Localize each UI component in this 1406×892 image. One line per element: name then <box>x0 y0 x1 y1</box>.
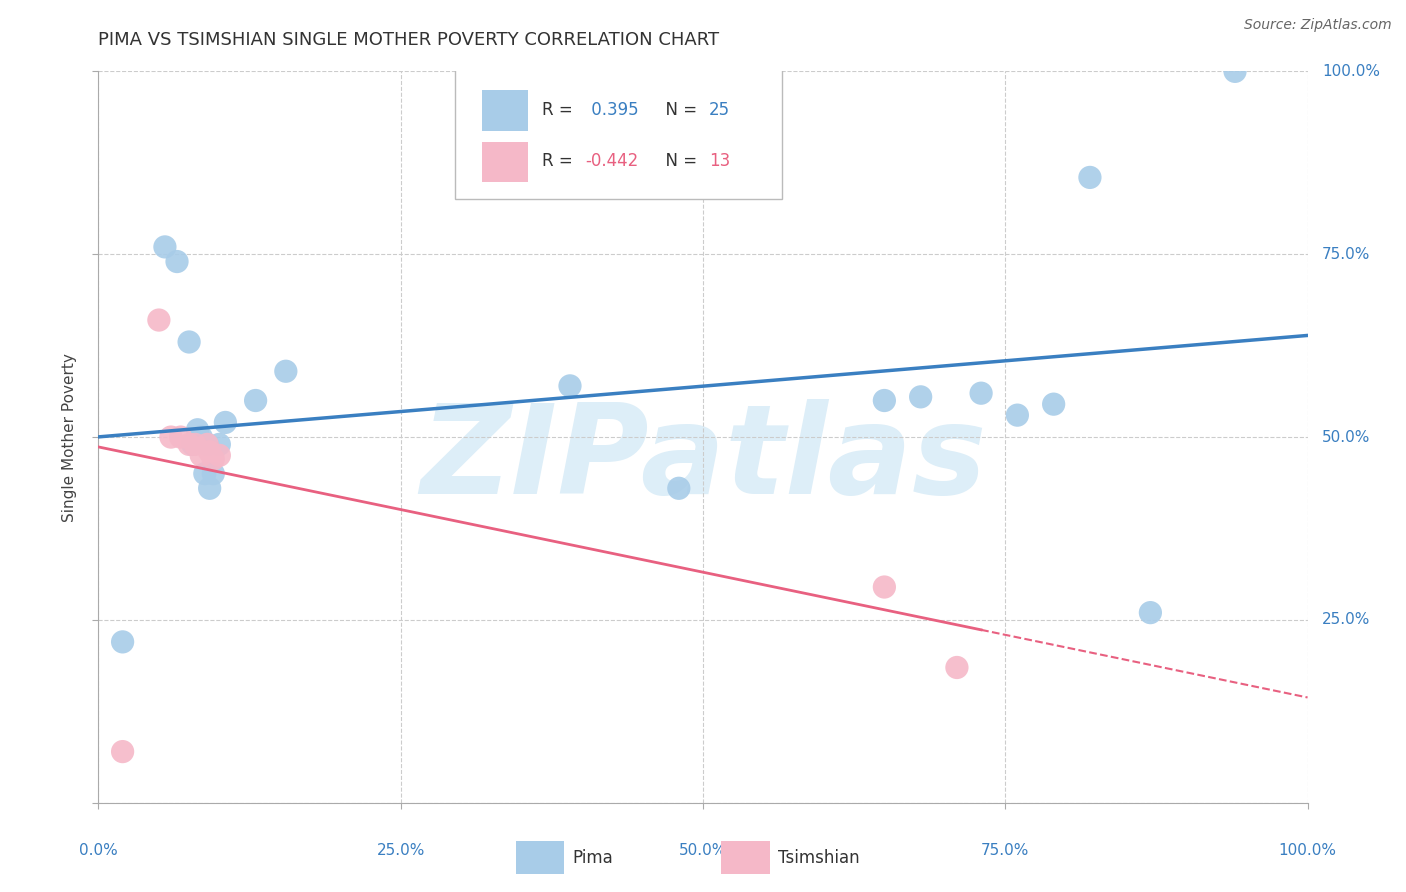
Point <box>1007 408 1029 422</box>
Y-axis label: Single Mother Poverty: Single Mother Poverty <box>62 352 77 522</box>
Text: R =: R = <box>543 101 578 120</box>
FancyBboxPatch shape <box>516 841 564 874</box>
Point <box>195 437 218 451</box>
Point <box>946 660 969 674</box>
Point <box>910 390 932 404</box>
Point <box>1139 606 1161 620</box>
Text: Tsimshian: Tsimshian <box>778 848 859 867</box>
Point <box>169 430 191 444</box>
Point <box>111 635 134 649</box>
FancyBboxPatch shape <box>456 68 782 200</box>
Point <box>1042 397 1064 411</box>
Point <box>274 364 297 378</box>
Point <box>195 437 218 451</box>
Point <box>181 437 204 451</box>
Point <box>179 334 201 349</box>
Point <box>873 393 896 408</box>
Text: 75.0%: 75.0% <box>981 843 1029 858</box>
Point <box>166 254 188 268</box>
FancyBboxPatch shape <box>482 90 527 130</box>
Point <box>160 430 183 444</box>
Point <box>190 430 212 444</box>
Text: N =: N = <box>655 101 702 120</box>
Text: 75.0%: 75.0% <box>1322 247 1371 261</box>
Point <box>187 423 209 437</box>
Text: PIMA VS TSIMSHIAN SINGLE MOTHER POVERTY CORRELATION CHART: PIMA VS TSIMSHIAN SINGLE MOTHER POVERTY … <box>98 31 720 49</box>
Text: 50.0%: 50.0% <box>1322 430 1371 444</box>
Point <box>202 467 225 481</box>
Point <box>198 444 221 458</box>
Point <box>148 313 170 327</box>
Point <box>208 437 231 451</box>
Text: 25: 25 <box>709 101 730 120</box>
Text: -0.442: -0.442 <box>586 153 638 170</box>
Text: 25.0%: 25.0% <box>377 843 425 858</box>
Point <box>184 437 207 451</box>
Text: ZIPatlas: ZIPatlas <box>420 399 986 519</box>
Text: 100.0%: 100.0% <box>1278 843 1337 858</box>
Text: N =: N = <box>655 153 702 170</box>
Text: 25.0%: 25.0% <box>1322 613 1371 627</box>
Text: 0.395: 0.395 <box>586 101 638 120</box>
Point <box>1223 64 1246 78</box>
Text: 0.0%: 0.0% <box>79 843 118 858</box>
Point <box>202 452 225 467</box>
Point <box>873 580 896 594</box>
Point <box>214 416 236 430</box>
Point <box>153 240 176 254</box>
Point <box>208 448 231 462</box>
Text: 50.0%: 50.0% <box>679 843 727 858</box>
Text: Source: ZipAtlas.com: Source: ZipAtlas.com <box>1244 18 1392 32</box>
Point <box>179 437 201 451</box>
Point <box>970 386 993 401</box>
Point <box>194 467 217 481</box>
Text: 13: 13 <box>709 153 730 170</box>
FancyBboxPatch shape <box>482 142 527 182</box>
Text: R =: R = <box>543 153 578 170</box>
Point <box>245 393 267 408</box>
Point <box>558 379 581 393</box>
Text: 100.0%: 100.0% <box>1322 64 1381 78</box>
Point <box>190 448 212 462</box>
Point <box>1078 170 1101 185</box>
Point <box>198 481 221 495</box>
Point <box>111 745 134 759</box>
FancyBboxPatch shape <box>721 841 769 874</box>
Point <box>668 481 690 495</box>
Text: Pima: Pima <box>572 848 613 867</box>
